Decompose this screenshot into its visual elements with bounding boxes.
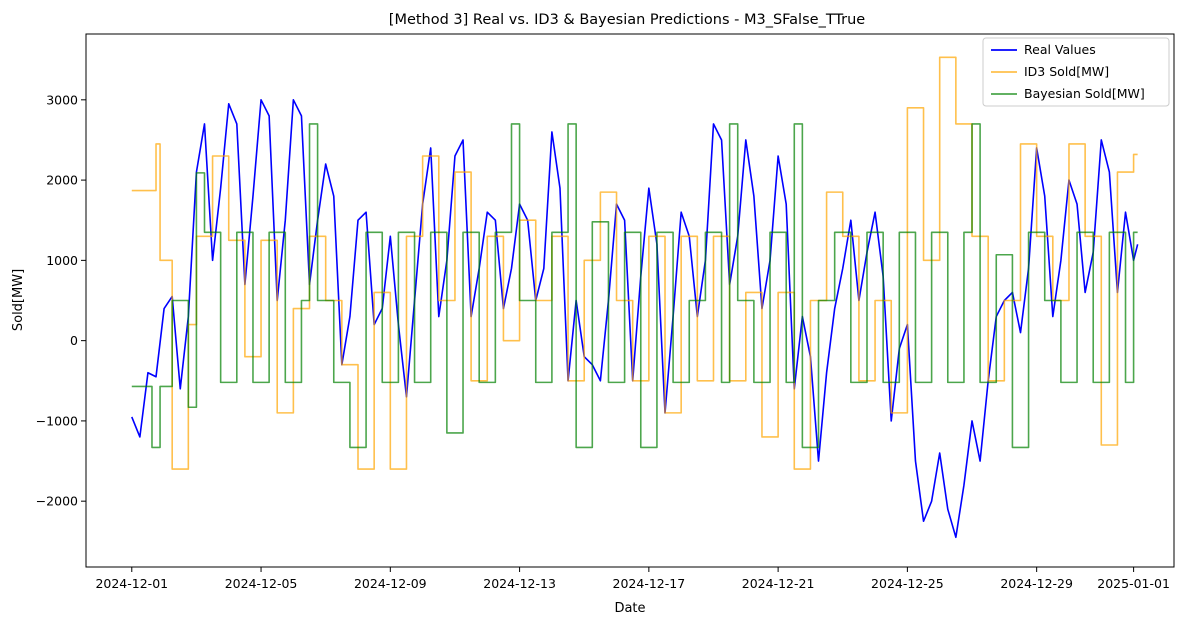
legend-label-real-values: Real Values	[1024, 42, 1096, 57]
y-tick-label: 1000	[46, 253, 78, 268]
x-tick-label: 2024-12-21	[742, 576, 815, 591]
y-axis-label: Sold[MW]	[11, 269, 26, 331]
x-tick-label: 2024-12-17	[613, 576, 686, 591]
axes-frame	[85, 33, 1175, 568]
plot-area: 2024-12-01 2024-12-05 2024-12-09 2024-12-13…	[36, 33, 1175, 591]
x-axis-label: Date	[614, 601, 645, 616]
y-tick-label: 2000	[46, 173, 78, 188]
y-tick-label: −2000	[36, 494, 78, 509]
x-tick-label: 2024-12-29	[1000, 576, 1073, 591]
series-layer	[131, 56, 1139, 539]
legend: Real Values ID3 Sold[MW] Bayesian Sold[M…	[982, 37, 1170, 107]
x-tick-label: 2024-12-01	[95, 576, 168, 591]
legend-label-bayesian-sold: Bayesian Sold[MW]	[1024, 86, 1145, 101]
x-tick-label: 2024-12-09	[354, 576, 427, 591]
x-tick-label: 2025-01-01	[1097, 576, 1170, 591]
y-tick-label: 3000	[46, 92, 78, 107]
chart-title: [Method 3] Real vs. ID3 & Bayesian Predi…	[389, 12, 866, 28]
x-tick-label: 2024-12-05	[225, 576, 298, 591]
x-tick-label: 2024-12-25	[871, 576, 944, 591]
x-axis: 2024-12-01 2024-12-05 2024-12-09 2024-12-13…	[95, 567, 1170, 591]
legend-box	[982, 37, 1170, 107]
y-tick-label: −1000	[36, 413, 78, 428]
x-tick-label: 2024-12-13	[483, 576, 556, 591]
series-line-bayesian-sold-mw	[131, 123, 1138, 449]
legend-label-id3-sold: ID3 Sold[MW]	[1024, 64, 1109, 79]
y-axis: −2000 −1000 0 1000 2000 3000	[36, 92, 86, 509]
y-tick-label: 0	[70, 333, 78, 348]
series-line-real-values	[131, 99, 1139, 539]
